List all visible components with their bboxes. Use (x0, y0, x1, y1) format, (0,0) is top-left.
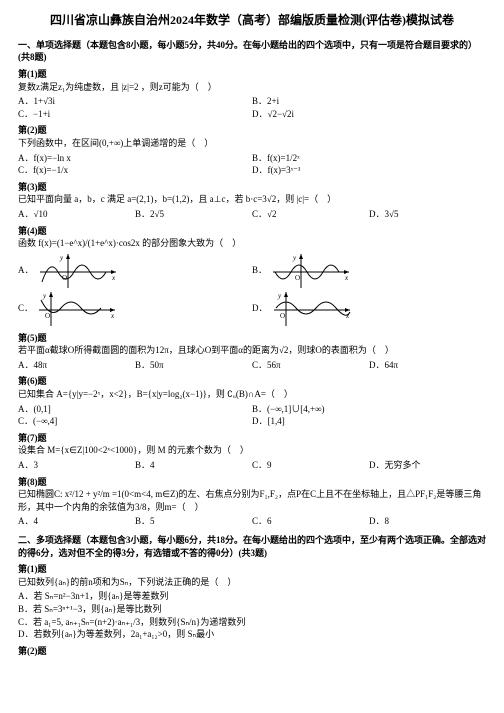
q2-opt-b: B．f(x)=1/2ˣ (252, 152, 486, 165)
q3-num: 第(3)题 (18, 181, 486, 194)
q2-stem: 下列函数中，在区间(0,+∞)上单调递增的是（ ） (18, 137, 486, 150)
q4-graph-d: D． x y O (252, 290, 486, 328)
q3-options: A．√10 B．2√5 C．√2 D．3√5 (18, 208, 486, 221)
q3-opt-b: B．2√5 (135, 208, 252, 221)
q3-opt-c: C．√2 (252, 208, 369, 221)
q3-stem: 已知平面向量 a，b，c 满足 a=(2,1)，b=(1,2)，且 a⊥c，若 … (18, 193, 486, 206)
q4-graph-c: C． x y O (18, 290, 252, 328)
q8-options: A．4 B．5 C．6 D．8 (18, 515, 486, 528)
svg-text:O: O (295, 274, 300, 282)
section2-heading: 二、多项选择题（本题包含3小题，每小题6分，共18分。在每小题给出的四个选项中，… (18, 534, 486, 559)
q4-stem: 函数 f(x)=(1−e^x)/(1+e^x)·cos2x 的部分图象大致为（ … (18, 237, 486, 250)
q5-options: A．48π B．50π C．56π D．64π (18, 359, 486, 372)
svg-text:x: x (110, 312, 115, 320)
q1-opt-d: D．√2−√2i (252, 108, 486, 121)
q8-stem: 已知椭圆C: x²/12 + y²/m =1(0<m<4, m∈Z)的左、右焦点… (18, 488, 486, 513)
s2-q1-opt-b: B．若 Sₙ=3ⁿ⁺¹−3，则{aₙ}是等比数列 (18, 603, 486, 616)
s2-q1-num: 第(1)题 (18, 563, 486, 576)
q4-graph-d-label: D． (252, 302, 268, 315)
s2-q1-opt-d: D．若数列{aₙ}为等差数列，2a₁+a₁₂>0，则 Sₙ最小 (18, 628, 486, 641)
q1-opt-b: B．2+i (252, 95, 486, 108)
q1-num: 第(1)题 (18, 68, 486, 81)
s2-q1-options: A．若 Sₙ=n²−3n+1，则{aₙ}是等差数列 B．若 Sₙ=3ⁿ⁺¹−3，… (18, 590, 486, 640)
q4-graph-a-svg: x y O (38, 252, 118, 290)
s2-q1-opt-c: C．若 a₁=5, aₙ₊₁Sₙ=(n+2)·aₙ₊₁/3，则数列{Sₙ/n}为… (18, 616, 486, 629)
q2-opt-d: D．f(x)=3ˣ⁻¹ (252, 164, 486, 177)
q4-graph-a: A． x y O (18, 252, 252, 290)
q7-num: 第(7)题 (18, 432, 486, 445)
q1-opt-c: C．−1+i (18, 108, 252, 121)
svg-text:O: O (280, 312, 285, 320)
q2-opt-c: C．f(x)=−1/x (18, 164, 252, 177)
q7-opt-d: D．无穷多个 (369, 459, 486, 472)
s2-q2-num: 第(2)题 (18, 645, 486, 658)
q1-stem: 复数z满足z₁为纯虚数，且 |z|=2 ，则z可能为（ ） (18, 81, 486, 94)
q1-opt-a: A．1+√3i (18, 95, 252, 108)
svg-text:y: y (42, 292, 47, 300)
q4-graph-a-label: A． (18, 264, 34, 277)
q8-num: 第(8)题 (18, 476, 486, 489)
svg-text:O: O (45, 312, 50, 320)
q5-opt-b: B．50π (135, 359, 252, 372)
q7-stem: 设集合 M={x∈Z|100<2ˣ<1000}，则 M 的元素个数为（ ） (18, 444, 486, 457)
q7-options: A．3 B．4 C．9 D．无穷多个 (18, 459, 486, 472)
q4-graph-b-svg: x y O (271, 252, 351, 290)
q6-options: A．(0,1] B．(−∞,1]∪[4,+∞) C．(−∞,4] D．[1,4] (18, 403, 486, 428)
q6-opt-a: A．(0,1] (18, 403, 252, 416)
svg-text:x: x (344, 274, 349, 282)
q2-options: A．f(x)=−ln x B．f(x)=1/2ˣ C．f(x)=−1/x D．f… (18, 152, 486, 177)
q8-opt-c: C．6 (252, 515, 369, 528)
q6-num: 第(6)题 (18, 375, 486, 388)
q4-graph-c-label: C． (18, 302, 33, 315)
q7-opt-b: B．4 (135, 459, 252, 472)
q5-opt-c: C．56π (252, 359, 369, 372)
q6-opt-d: D．[1,4] (252, 415, 486, 428)
svg-text:y: y (292, 254, 297, 262)
q4-graphs: A． x y O B． x y O C． x y O (18, 252, 486, 328)
q3-opt-d: D．3√5 (369, 208, 486, 221)
svg-text:y: y (277, 292, 282, 300)
q8-opt-a: A．4 (18, 515, 135, 528)
q4-graph-c-svg: x y O (37, 290, 117, 328)
q2-opt-a: A．f(x)=−ln x (18, 152, 252, 165)
q6-stem: 已知集合 A={y|y=−2ˣ，x<2}，B={x|y=log₂(x−1)}，则… (18, 388, 486, 401)
q6-opt-b: B．(−∞,1]∪[4,+∞) (252, 403, 486, 416)
q3-opt-a: A．√10 (18, 208, 135, 221)
exam-title: 四川省凉山彝族自治州2024年数学（高考）部编版质量检测(评估卷)模拟试卷 (18, 12, 486, 29)
q4-graph-d-svg: x y O (272, 290, 352, 328)
q4-graph-b: B． x y O (252, 252, 486, 290)
q1-options: A．1+√3i B．2+i C．−1+i D．√2−√2i (18, 95, 486, 120)
q5-opt-d: D．64π (369, 359, 486, 372)
q5-opt-a: A．48π (18, 359, 135, 372)
q5-num: 第(5)题 (18, 332, 486, 345)
svg-text:y: y (59, 254, 64, 262)
svg-text:x: x (111, 274, 116, 282)
q4-graph-b-label: B． (252, 264, 267, 277)
s2-q1-stem: 已知数列{aₙ}的前n项和为Sₙ，下列说法正确的是（ ） (18, 576, 486, 589)
q7-opt-a: A．3 (18, 459, 135, 472)
q2-num: 第(2)题 (18, 124, 486, 137)
section1-heading: 一、单项选择题（本题包含8小题，每小题5分，共40分。在每小题给出的四个选项中，… (18, 39, 486, 64)
q8-opt-b: B．5 (135, 515, 252, 528)
q7-opt-c: C．9 (252, 459, 369, 472)
s2-q1-opt-a: A．若 Sₙ=n²−3n+1，则{aₙ}是等差数列 (18, 590, 486, 603)
q5-stem: 若平面α截球O所得截面圆的面积为12π，且球心O到平面α的距离为√2，则球O的表… (18, 344, 486, 357)
q6-opt-c: C．(−∞,4] (18, 415, 252, 428)
q4-num: 第(4)题 (18, 225, 486, 238)
q8-opt-d: D．8 (369, 515, 486, 528)
